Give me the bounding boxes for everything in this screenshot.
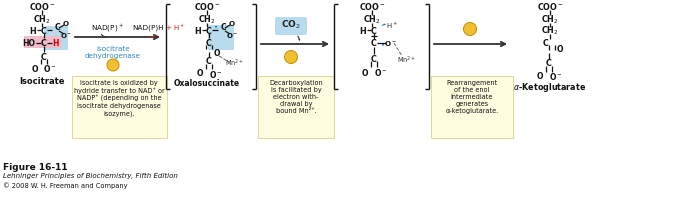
Text: © 2008 W. H. Freeman and Company: © 2008 W. H. Freeman and Company [3, 181, 128, 188]
Text: C: C [543, 38, 549, 47]
FancyArrowPatch shape [382, 25, 385, 26]
Text: Lehninger Principles of Biochemistry, Fifth Edition: Lehninger Principles of Biochemistry, Fi… [3, 172, 178, 178]
Text: CO$_2$: CO$_2$ [281, 19, 301, 31]
Text: O: O [197, 69, 203, 78]
Text: O$^-$: O$^-$ [383, 39, 396, 48]
Text: C: C [371, 26, 377, 35]
Text: dehydrogenase: dehydrogenase [85, 53, 141, 59]
Text: COO$^-$: COO$^-$ [358, 1, 385, 12]
Text: O: O [537, 72, 544, 81]
Text: O: O [229, 21, 235, 27]
Text: Decarboxylation
is facilitated by
electron with-
drawal by
bound Mn²⁺.: Decarboxylation is facilitated by electr… [269, 80, 323, 113]
Text: C: C [41, 39, 47, 48]
Text: H: H [30, 26, 37, 35]
Text: Isocitrate is oxidized by
hydride transfer to NAD⁺ or
NADP⁺ (depending on the
is: Isocitrate is oxidized by hydride transf… [74, 80, 164, 116]
Text: C: C [371, 54, 377, 63]
Text: Figure 16-11: Figure 16-11 [3, 162, 68, 171]
Text: O: O [63, 21, 69, 27]
Text: COO$^-$: COO$^-$ [28, 1, 55, 12]
Text: $\alpha$-Ketoglutarate: $\alpha$-Ketoglutarate [513, 81, 587, 94]
Text: Isocitrate: Isocitrate [19, 77, 65, 86]
Text: Mn$^{2+}$: Mn$^{2+}$ [225, 57, 245, 68]
Bar [72, 77, 167, 138]
Text: C: C [206, 26, 212, 35]
Text: H: H [52, 39, 58, 48]
FancyBboxPatch shape [24, 37, 61, 49]
Text: NAD(P)H: NAD(P)H [132, 25, 164, 31]
Text: O$^-$: O$^-$ [43, 63, 57, 74]
Text: Mn$^{2+}$: Mn$^{2+}$ [397, 54, 416, 65]
Text: Rearrangement
of the enol
intermediate
generates
α-ketoglutarate.: Rearrangement of the enol intermediate g… [445, 80, 499, 113]
Text: 1: 1 [110, 61, 116, 70]
FancyArrowPatch shape [150, 36, 155, 38]
Text: O: O [557, 44, 563, 53]
Text: O: O [32, 64, 39, 73]
Text: H: H [360, 26, 366, 35]
FancyBboxPatch shape [44, 27, 68, 51]
Bar [258, 77, 334, 138]
Text: C: C [206, 57, 212, 66]
FancyBboxPatch shape [208, 26, 234, 51]
Text: COO$^-$: COO$^-$ [193, 1, 220, 12]
FancyBboxPatch shape [275, 18, 307, 36]
Text: C: C [206, 38, 212, 47]
Text: O$^-$: O$^-$ [209, 68, 223, 79]
Text: C: C [371, 39, 377, 48]
Text: H: H [195, 26, 201, 35]
Text: CH$_2$: CH$_2$ [541, 14, 559, 26]
Text: C: C [41, 26, 47, 35]
Text: + H$^+$: + H$^+$ [163, 23, 185, 33]
Text: C: C [546, 59, 552, 68]
Circle shape [464, 23, 477, 36]
Text: 3: 3 [467, 25, 473, 34]
Text: CH$_2$: CH$_2$ [541, 25, 559, 37]
Text: O$^-$: O$^-$ [375, 67, 388, 78]
Text: O$^-$: O$^-$ [549, 71, 563, 82]
Text: CH$_2$: CH$_2$ [363, 14, 381, 26]
FancyArrowPatch shape [298, 37, 299, 41]
Text: C: C [220, 22, 226, 31]
Text: O: O [214, 48, 220, 57]
Text: O$^-$: O$^-$ [59, 31, 72, 40]
Text: C: C [54, 22, 59, 31]
FancyArrowPatch shape [101, 35, 106, 38]
Text: COO$^-$: COO$^-$ [537, 1, 563, 12]
Text: 2: 2 [288, 53, 294, 62]
Text: H$^+$: H$^+$ [386, 21, 398, 31]
Bar [431, 77, 513, 138]
Text: CH$_2$: CH$_2$ [198, 14, 216, 26]
Text: isocitrate: isocitrate [96, 46, 130, 52]
Text: Oxalosuccinate: Oxalosuccinate [174, 79, 240, 88]
Text: O: O [362, 68, 368, 77]
Circle shape [285, 51, 297, 64]
Circle shape [107, 60, 119, 72]
Text: NAD(P)$^+$: NAD(P)$^+$ [91, 22, 124, 33]
Text: C: C [41, 52, 47, 61]
Text: CH$_2$: CH$_2$ [33, 14, 51, 26]
Text: HO: HO [22, 39, 36, 48]
Text: O$^-$: O$^-$ [226, 31, 238, 40]
